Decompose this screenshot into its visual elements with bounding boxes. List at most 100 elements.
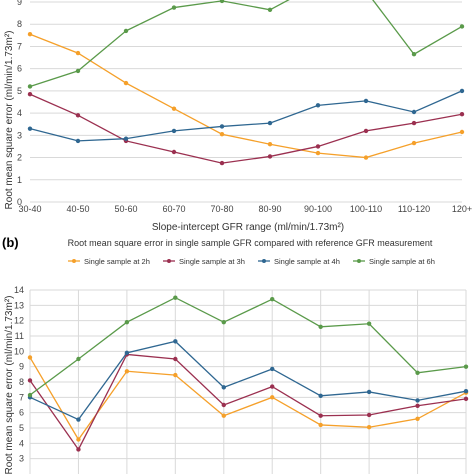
panel-a-data-point xyxy=(171,5,177,10)
panel-b-data-point xyxy=(463,396,469,402)
panel-b-data-point xyxy=(221,385,226,390)
panel-b-data-point xyxy=(270,366,275,372)
panel-b-data-point xyxy=(124,369,130,374)
panel-b-data-point xyxy=(27,378,33,383)
panel-a-series-4 xyxy=(27,0,465,89)
panel-b-y-axis-label: Root mean square error (ml/min/1.73m²) xyxy=(4,296,15,474)
panel-b-data-point xyxy=(76,417,81,422)
panel-a-data-point xyxy=(27,32,33,37)
panel-a-y-tick-label: 1 xyxy=(17,175,22,185)
panel-a-series-line xyxy=(29,93,463,164)
panel-a-x-tick-label: 100-110 xyxy=(350,204,382,214)
panel-a-data-point xyxy=(75,138,81,144)
panel-a-x-tick-label: 40-50 xyxy=(66,204,89,214)
panel-a-data-point xyxy=(459,129,465,135)
legend-item: Single sample at 6h xyxy=(353,257,435,266)
panel-b-y-tick-label: 8 xyxy=(19,377,24,387)
panel-b-data-point xyxy=(318,324,323,329)
panel-a-x-axis-label: Slope-intercept GFR range (ml/min/1.73m²… xyxy=(152,222,344,233)
panel-b-data-point xyxy=(463,389,469,394)
legend-label: Single sample at 2h xyxy=(84,257,150,266)
panel-a-data-point xyxy=(315,144,321,149)
panel-a-data-point xyxy=(219,160,225,166)
legend-swatch-marker xyxy=(72,259,76,263)
legend-item: Single sample at 2h xyxy=(68,257,150,266)
panel-b-label: (b) xyxy=(2,235,19,250)
panel-a-data-point xyxy=(459,24,465,29)
panel-b-data-point xyxy=(318,393,323,398)
panel-b-data-point xyxy=(124,320,130,325)
panel-b-title: Root mean square error in single sample … xyxy=(68,238,433,248)
panel-a-data-point xyxy=(219,124,225,129)
panel-b-data-point xyxy=(318,422,323,428)
panel-a-data-point xyxy=(411,140,417,146)
panel-a-data-point xyxy=(267,120,273,126)
panel-b-chart: Root mean square error in single sample … xyxy=(4,238,469,474)
panel-a-data-point xyxy=(171,106,177,111)
legend-label: Single sample at 3h xyxy=(179,257,245,266)
panel-b-data-point xyxy=(27,392,33,398)
panel-a-data-point xyxy=(267,142,273,147)
legend-label: Single sample at 6h xyxy=(369,257,435,266)
panel-b-data-point xyxy=(270,384,275,389)
panel-a-data-point xyxy=(219,0,225,4)
panel-a-data-point xyxy=(171,128,177,134)
panel-b-data-point xyxy=(463,364,469,369)
panel-b-data-point xyxy=(366,412,372,418)
panel-b-data-point xyxy=(415,398,420,403)
panel-a-data-point xyxy=(315,103,321,108)
legend-item: Single sample at 3h xyxy=(163,257,245,266)
panel-a-x-tick-label: 50-60 xyxy=(114,204,137,214)
panel-b-legend: Single sample at 2h Single sample at 3h Si… xyxy=(68,257,435,266)
panel-a-data-point xyxy=(123,80,129,86)
panel-a-data-point xyxy=(411,52,417,57)
panel-a-x-tick-label: 70-80 xyxy=(210,204,233,214)
panel-b-data-point xyxy=(415,403,420,408)
panel-a-data-point xyxy=(267,7,273,12)
panel-a-series-line xyxy=(29,33,463,159)
panel-a-data-point xyxy=(123,136,129,141)
panel-b-series-line xyxy=(29,357,467,441)
panel-b-data-point xyxy=(173,295,178,300)
panel-b-y-tick-label: 11 xyxy=(15,331,24,341)
panel-b-y-tick-label: 10 xyxy=(14,346,24,356)
panel-b-data-point xyxy=(415,370,420,375)
panel-b-series-line xyxy=(29,296,467,396)
panel-b-data-point xyxy=(415,416,420,421)
panel-b-data-point xyxy=(173,356,178,362)
panel-b-series-3 xyxy=(27,339,469,422)
panel-b-data-point xyxy=(76,447,81,452)
panel-b-data-point xyxy=(366,321,372,326)
panel-b-y-tick-label: 4 xyxy=(19,438,24,448)
panel-a-y-tick-label: 2 xyxy=(17,153,22,163)
legend-label: Single sample at 4h xyxy=(274,257,340,266)
panel-b-series-line xyxy=(29,353,467,451)
panel-a-y-axis-label: Root mean square error (ml/min/1.73m²) xyxy=(4,31,15,210)
panel-b-data-point xyxy=(76,437,81,442)
panel-a-series-3 xyxy=(27,88,465,144)
panel-a-data-point xyxy=(315,150,321,156)
panel-a-data-point xyxy=(363,98,369,104)
panel-b-y-tick-label: 6 xyxy=(19,408,24,418)
panel-a-data-point xyxy=(75,50,81,56)
panel-a-x-tick-label: 80-90 xyxy=(258,204,281,214)
panel-b-y-tick-label: 12 xyxy=(14,316,24,326)
panel-b-data-point xyxy=(221,413,226,418)
panel-a-y-tick-label: 7 xyxy=(17,41,22,51)
panel-a-x-tick-labels: 30-40 40-50 50-60 60-70 70-80 80-90 90-100 100-… xyxy=(18,204,472,214)
panel-a-y-tick-labels: 0 1 2 3 4 5 6 7 8 9 xyxy=(17,0,22,207)
panel-a-x-tick-label: 110-120 xyxy=(398,204,430,214)
panel-a-data-point xyxy=(75,113,81,118)
panel-a-y-tick-label: 8 xyxy=(17,19,22,29)
panel-b-gridlines xyxy=(29,289,467,474)
panel-b-y-tick-label: 5 xyxy=(19,423,24,433)
panel-b-data-point xyxy=(366,425,372,430)
panel-b-data-point xyxy=(27,355,33,360)
panel-a-data-point xyxy=(363,128,369,134)
panel-b-series xyxy=(27,295,469,452)
panel-b-y-tick-labels: 3 4 5 6 7 8 9 10 11 12 13 14 xyxy=(14,285,24,464)
panel-b-y-tick-label: 9 xyxy=(19,362,24,372)
panel-b-data-point xyxy=(173,372,178,378)
panel-b-data-point xyxy=(270,395,275,400)
